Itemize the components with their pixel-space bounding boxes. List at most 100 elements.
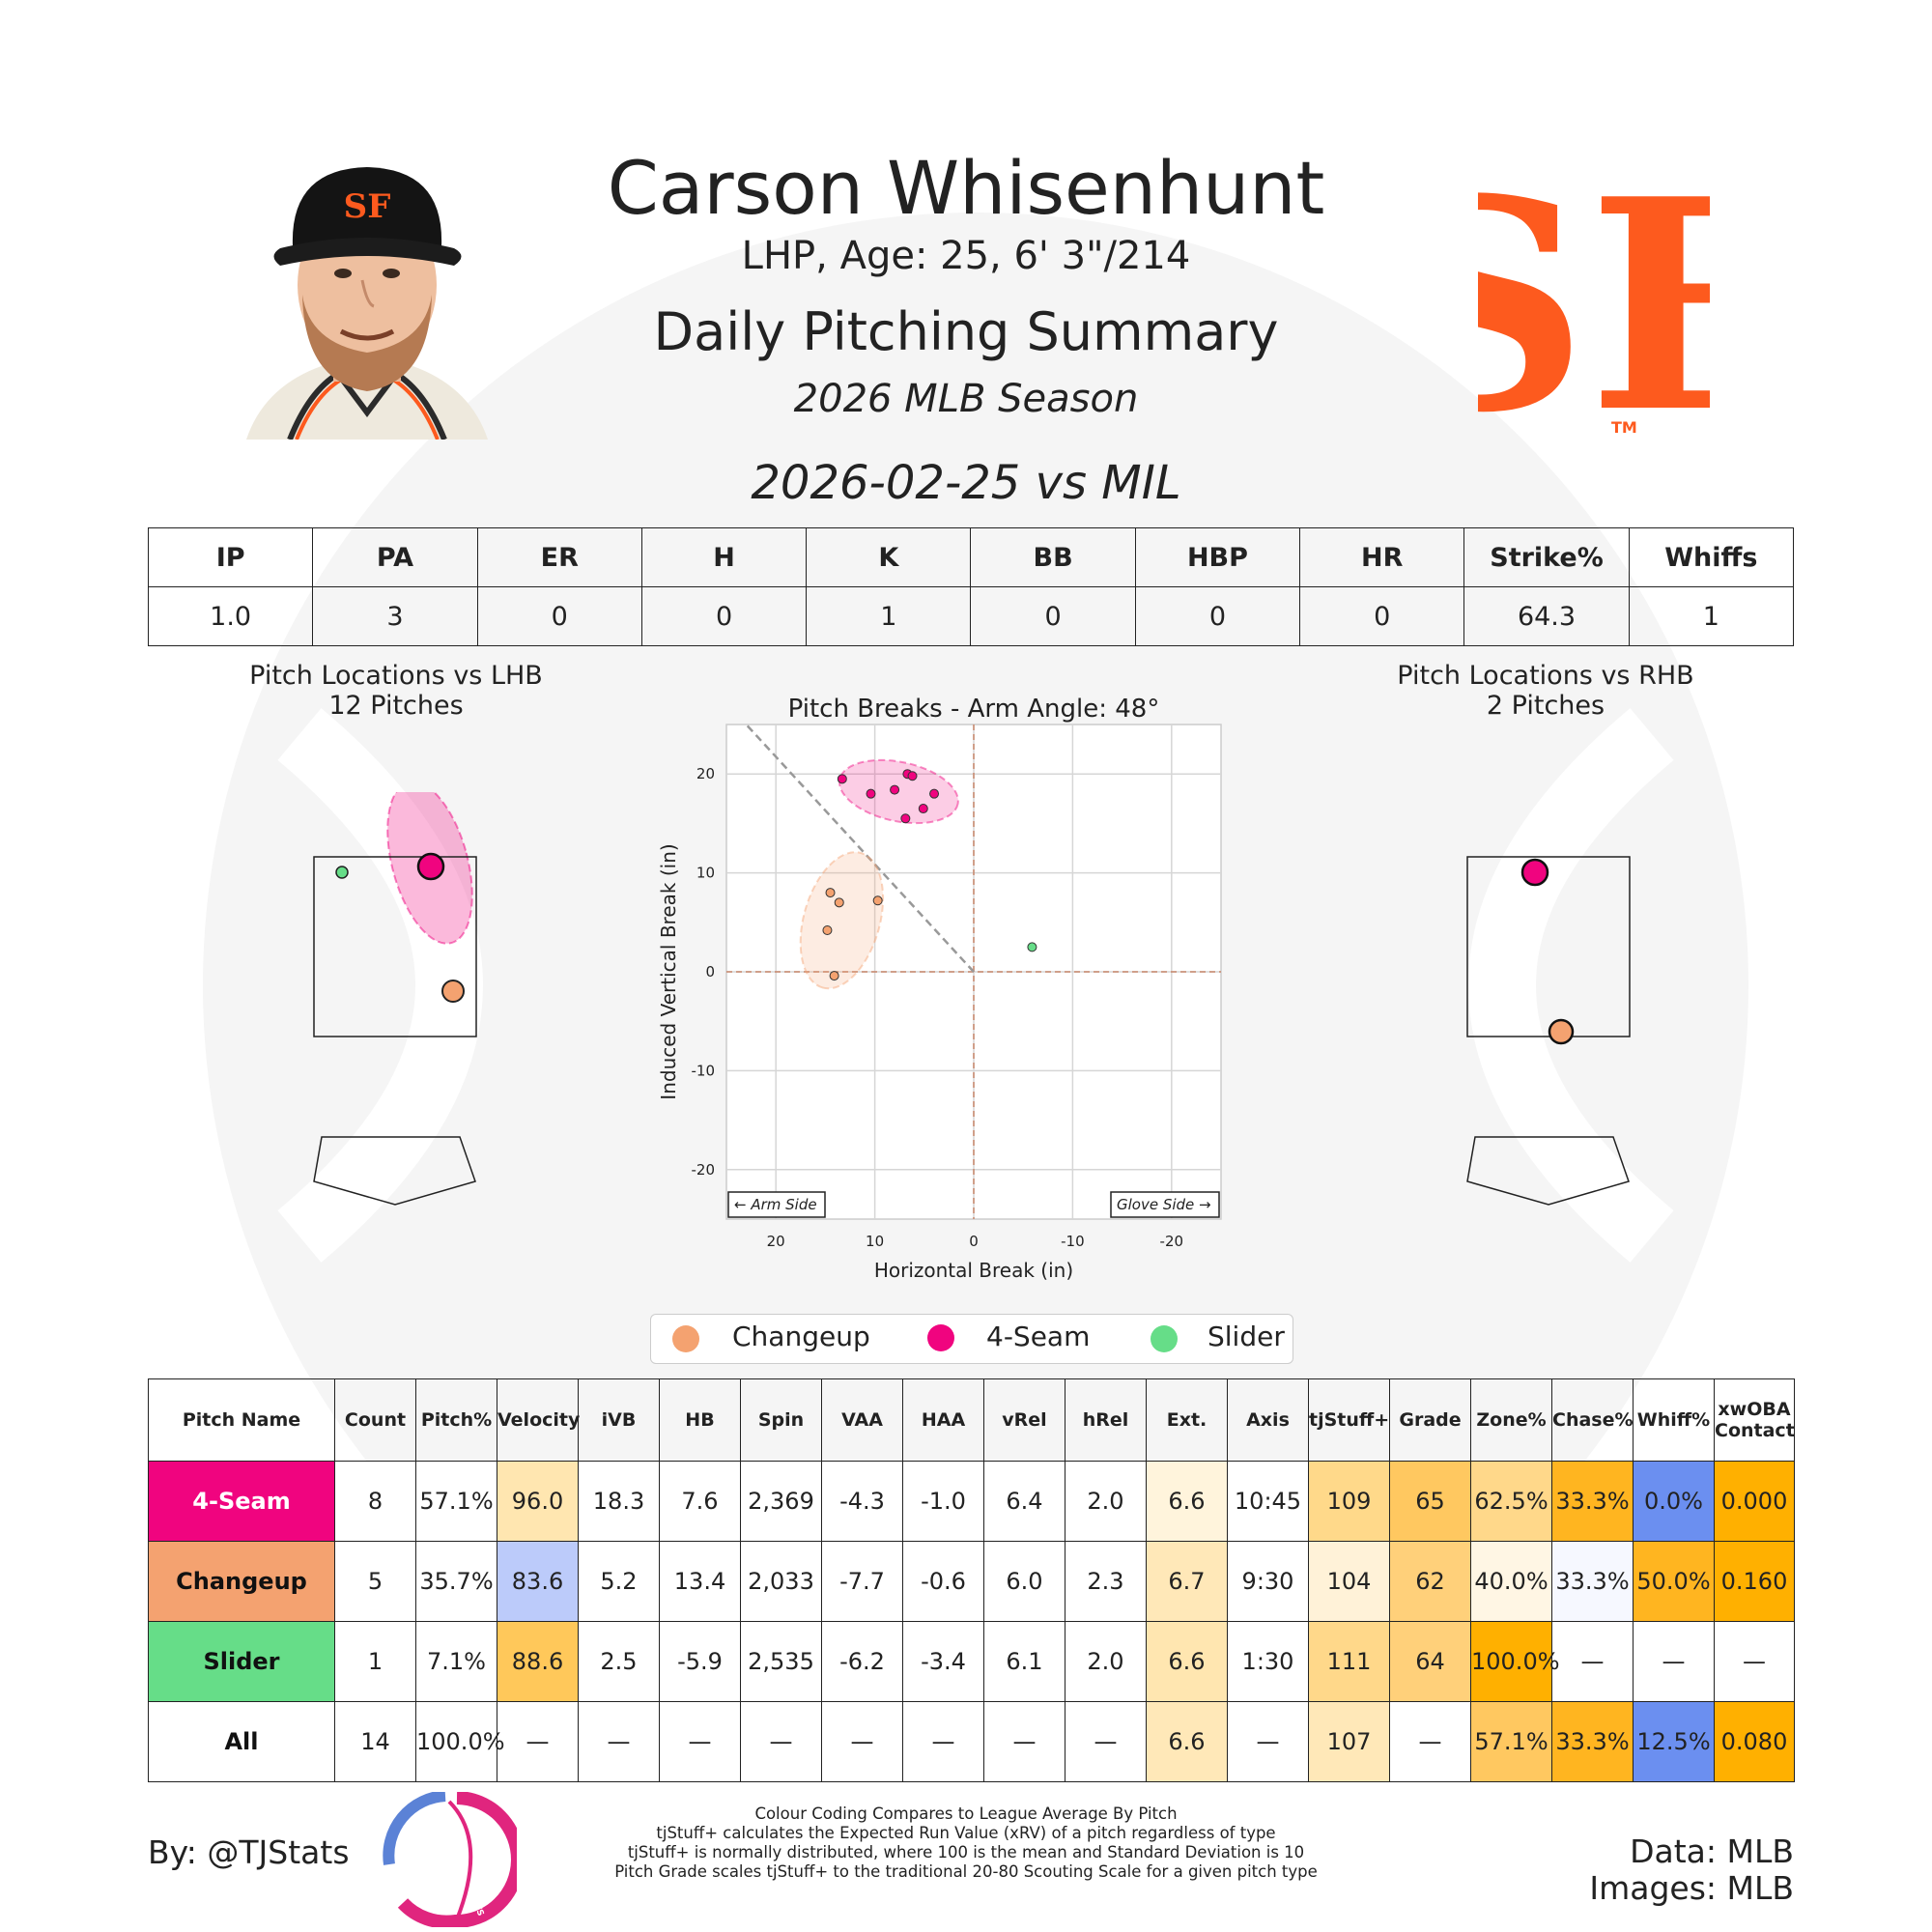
pitch-metric-cell: 2.5 [578, 1621, 660, 1702]
pitch-metric-cell: 57.1% [1470, 1701, 1552, 1782]
pitch-metric-cell: 5 [334, 1541, 416, 1622]
pitch-table-header: Chase% [1551, 1378, 1634, 1462]
pitch-metric-cell: 96.0 [497, 1461, 579, 1542]
y-tick-label: -20 [692, 1161, 716, 1179]
pitch-metric-cell: 9:30 [1227, 1541, 1309, 1622]
pitch-metric-cell: 14 [334, 1701, 416, 1782]
pitch-metric-cell: 109 [1308, 1461, 1390, 1542]
player-name: Carson Whisenhunt [607, 145, 1325, 231]
pitch-table-header: VAA [821, 1378, 903, 1462]
break-point [907, 771, 918, 781]
break-point [829, 971, 839, 981]
pitch-metric-cell: 40.0% [1470, 1541, 1552, 1622]
pitch-metric-cell: 8 [334, 1461, 416, 1542]
pitch-table-header: Zone% [1470, 1378, 1552, 1462]
x-tick-label: -10 [1061, 1233, 1085, 1250]
break-point [866, 788, 876, 799]
break-point [825, 888, 836, 898]
rhb-pitch-count: 2 Pitches [1486, 691, 1605, 721]
lhb-pitch-count: 12 Pitches [328, 691, 464, 721]
pitch-table-header: xwOBA Contact [1714, 1378, 1795, 1462]
pitch-metric-cell: -4.3 [821, 1461, 903, 1542]
break-point [918, 804, 928, 814]
pitch-metric-cell: 65 [1389, 1461, 1471, 1542]
pitch-metric-cell: 18.3 [578, 1461, 660, 1542]
home-plate [313, 1136, 476, 1206]
footnote-line: tjStuff+ is normally distributed, where … [627, 1843, 1305, 1861]
pitch-metric-cell: 2,369 [740, 1461, 822, 1542]
pitch-metric-cell: 0.080 [1714, 1701, 1795, 1782]
pitch-metric-cell: 10:45 [1227, 1461, 1309, 1542]
pitch-metric-cell: 6.1 [983, 1621, 1065, 1702]
pitch-metric-cell: 1:30 [1227, 1621, 1309, 1702]
stat-header: BB [970, 527, 1136, 587]
lhb-location-plot [313, 792, 477, 1206]
pitch-table-header: tjStuff+ [1308, 1378, 1390, 1462]
stat-header: PA [312, 527, 478, 587]
x-tick-label: 20 [767, 1233, 785, 1250]
pitch-table-header: Velocity [497, 1378, 580, 1462]
pitch-metric-cell: 88.6 [497, 1621, 579, 1702]
fourseam-location-point [1520, 858, 1549, 887]
pitch-metric-cell: 6.4 [983, 1461, 1065, 1542]
changeup-legend-marker [672, 1325, 699, 1352]
stat-header: K [806, 527, 972, 587]
break-point [1027, 942, 1037, 952]
pitch-table-header: Spin [740, 1378, 822, 1462]
break-point [822, 924, 833, 935]
pitch-metric-cell: — [1389, 1701, 1471, 1782]
pitch-metric-cell: 2.0 [1065, 1461, 1147, 1542]
arm-side-box [727, 1191, 826, 1218]
lhb-locations-title: Pitch Locations vs LHB 12 Pitches [203, 661, 589, 721]
pitch-metric-cell: — [659, 1701, 741, 1782]
svg-text:SF: SF [344, 187, 391, 226]
break-point [872, 895, 883, 906]
lhb-title-text: Pitch Locations vs LHB [249, 661, 543, 691]
pitch-metric-cell: -6.2 [821, 1621, 903, 1702]
pitch-table-row: All 14 100.0% — — — — — — — —6.6—107—57.1% 33.3% 12.… [148, 1701, 1795, 1782]
pitch-table-header: HAA [902, 1378, 984, 1462]
pitch-table-header: Pitch% [415, 1378, 497, 1462]
pitch-name-cell: All [148, 1701, 335, 1782]
y-tick-label: 0 [705, 963, 715, 980]
arm-angle-line [745, 724, 975, 973]
stat-header: HR [1299, 527, 1465, 587]
pitch-metric-cell: 83.6 [497, 1541, 579, 1622]
pitch-metric-cell: — [902, 1701, 984, 1782]
glove-side-label: Glove Side → [1117, 1196, 1211, 1213]
y-tick-label: -10 [692, 1062, 716, 1079]
pitch-table-header: HB [659, 1378, 741, 1462]
pitch-metric-cell: 62 [1389, 1541, 1471, 1622]
pitch-metric-cell: 62.5% [1470, 1461, 1552, 1542]
y-tick-label: 20 [696, 765, 715, 782]
pitch-metric-cell: — [1633, 1621, 1715, 1702]
pitch-metric-cell: — [1065, 1701, 1147, 1782]
break-point [834, 897, 844, 908]
pitch-name-cell: Slider [148, 1621, 335, 1702]
pitch-table-header: Count [334, 1378, 416, 1462]
pitch-metric-cell: 2,033 [740, 1541, 822, 1622]
player-bio: LHP, Age: 25, 6' 3"/214 [741, 234, 1191, 278]
stat-value: 64.3 [1463, 586, 1630, 646]
game-stats-header-row: IP PA ER H K BB HBP HR Strike% Whiffs [147, 527, 1795, 587]
break-point [900, 813, 911, 824]
data-source: Data: MLB [1630, 1833, 1794, 1870]
pitch-table-header: iVB [578, 1378, 660, 1462]
pitch-metric-cell: 6.6 [1146, 1621, 1228, 1702]
stat-value: 0 [1299, 586, 1465, 646]
pitch-metric-cell: 0.160 [1714, 1541, 1795, 1622]
fourseam-location-point [416, 852, 445, 881]
stat-header: HBP [1134, 527, 1301, 587]
rhb-title-text: Pitch Locations vs RHB [1397, 661, 1694, 691]
stat-value: 1 [1628, 586, 1795, 646]
home-plate [1466, 1136, 1630, 1206]
stat-value: 1 [806, 586, 972, 646]
break-point [837, 774, 847, 784]
pitch-metric-cell: 2.0 [1065, 1621, 1147, 1702]
series-ellipse [799, 851, 885, 990]
stat-header: Whiffs [1628, 527, 1795, 587]
stat-value: 0 [640, 586, 808, 646]
pitch-metric-cell: — [1714, 1621, 1795, 1702]
pitch-metric-cell: 6.0 [983, 1541, 1065, 1622]
pitch-name-cell: Changeup [148, 1541, 335, 1622]
